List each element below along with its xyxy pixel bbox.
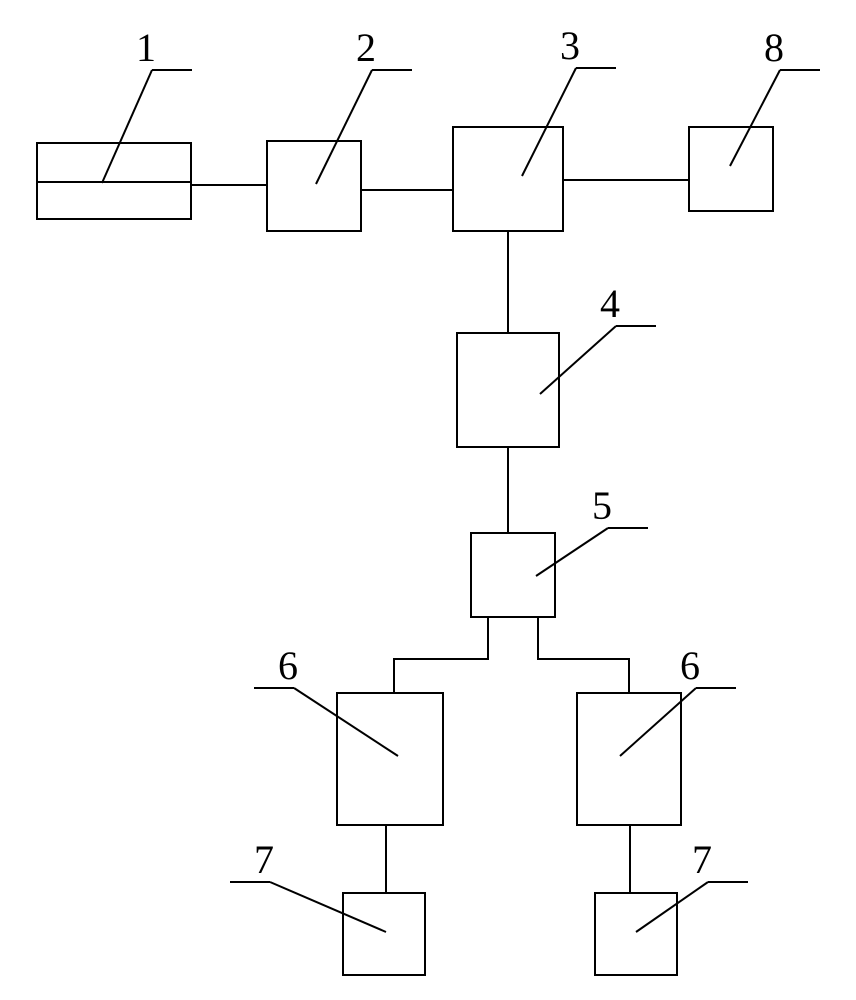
label-3: 3 (560, 22, 580, 69)
label-8: 8 (764, 24, 784, 71)
label-2: 2 (356, 24, 376, 71)
label-5: 5 (592, 482, 612, 529)
label-7-right: 7 (692, 836, 712, 883)
block-diagram: 1 2 3 8 4 5 6 6 7 7 (0, 0, 856, 1000)
leader-overlay (0, 0, 856, 1000)
label-4: 4 (600, 280, 620, 327)
label-6-left: 6 (278, 642, 298, 689)
label-6-right: 6 (680, 642, 700, 689)
label-1: 1 (136, 24, 156, 71)
label-7-left: 7 (254, 836, 274, 883)
